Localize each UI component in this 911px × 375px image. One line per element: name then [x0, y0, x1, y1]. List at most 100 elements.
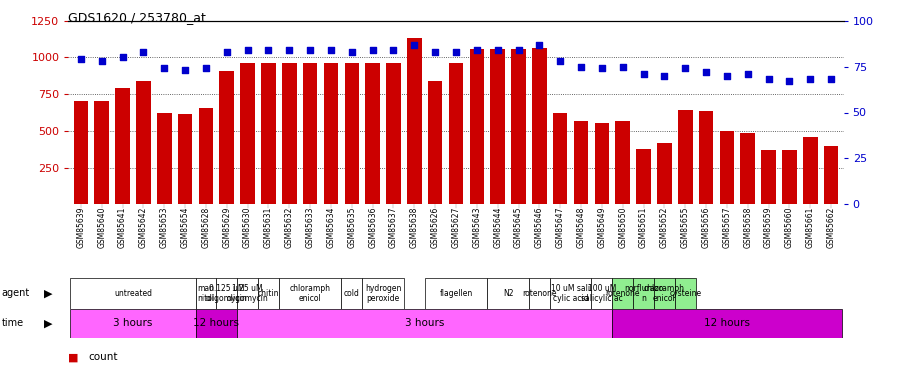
- Text: hydrogen
peroxide: hydrogen peroxide: [364, 284, 401, 303]
- Point: [323, 47, 338, 53]
- Point: [199, 65, 213, 71]
- Text: GSM85662: GSM85662: [825, 207, 834, 248]
- Bar: [385, 63, 400, 204]
- Bar: [279, 278, 341, 309]
- Point: [573, 63, 588, 70]
- Bar: [157, 113, 171, 204]
- Bar: [237, 278, 258, 309]
- Text: GSM85658: GSM85658: [742, 207, 752, 248]
- Bar: [490, 48, 505, 204]
- Text: GSM85629: GSM85629: [222, 207, 231, 248]
- Bar: [719, 131, 733, 204]
- Text: GSM85655: GSM85655: [680, 207, 689, 248]
- Text: GSM85640: GSM85640: [97, 207, 106, 248]
- Bar: [220, 70, 234, 204]
- Bar: [486, 278, 528, 309]
- Text: 12 hours: 12 hours: [703, 318, 749, 328]
- Text: GSM85632: GSM85632: [284, 207, 293, 248]
- Point: [385, 47, 400, 53]
- Bar: [216, 278, 237, 309]
- Bar: [528, 278, 549, 309]
- Text: untreated: untreated: [114, 289, 152, 298]
- Bar: [823, 146, 837, 204]
- Text: 3 hours: 3 hours: [404, 318, 444, 328]
- Text: flagellen: flagellen: [439, 289, 472, 298]
- Bar: [261, 63, 275, 204]
- Bar: [115, 88, 129, 204]
- Text: GSM85630: GSM85630: [243, 207, 251, 248]
- Text: 3 hours: 3 hours: [113, 318, 152, 328]
- Text: man
nitol: man nitol: [197, 284, 214, 303]
- Point: [823, 76, 837, 82]
- Text: cold: cold: [343, 289, 359, 298]
- Text: 100 uM
salicylic ac: 100 uM salicylic ac: [580, 284, 622, 303]
- Text: chloramph
enicol: chloramph enicol: [290, 284, 331, 303]
- Text: norflurazo
n: norflurazo n: [623, 284, 662, 303]
- Point: [782, 78, 796, 84]
- Bar: [698, 111, 712, 204]
- Bar: [362, 278, 404, 309]
- Point: [281, 47, 296, 53]
- Bar: [611, 278, 632, 309]
- Bar: [677, 110, 691, 204]
- Text: ▶: ▶: [45, 318, 53, 328]
- Text: GSM85637: GSM85637: [389, 207, 397, 248]
- Bar: [549, 278, 591, 309]
- Point: [636, 71, 650, 77]
- Point: [136, 49, 150, 55]
- Text: 0.125 uM
oligomycin: 0.125 uM oligomycin: [206, 284, 248, 303]
- Bar: [199, 108, 213, 204]
- Point: [302, 47, 317, 53]
- Bar: [341, 278, 362, 309]
- Text: GSM85628: GSM85628: [201, 207, 210, 248]
- Point: [95, 58, 109, 64]
- Text: GSM85649: GSM85649: [597, 207, 606, 248]
- Text: GSM85631: GSM85631: [263, 207, 272, 248]
- Text: GSM85647: GSM85647: [555, 207, 564, 248]
- Bar: [653, 278, 674, 309]
- Text: GSM85653: GSM85653: [159, 207, 169, 248]
- Text: GSM85627: GSM85627: [451, 207, 460, 248]
- Bar: [70, 278, 195, 309]
- Bar: [674, 278, 695, 309]
- Point: [490, 47, 505, 53]
- Bar: [740, 133, 754, 204]
- Bar: [406, 38, 421, 204]
- Text: N2: N2: [502, 289, 513, 298]
- Bar: [302, 63, 317, 204]
- Point: [531, 42, 546, 48]
- Point: [698, 69, 712, 75]
- Text: GSM85648: GSM85648: [576, 207, 585, 248]
- Text: GSM85656: GSM85656: [701, 207, 710, 248]
- Text: GSM85660: GSM85660: [784, 207, 793, 248]
- Bar: [469, 48, 484, 204]
- Bar: [761, 150, 775, 204]
- Point: [115, 54, 129, 60]
- Text: 10 uM sali
cylic acid: 10 uM sali cylic acid: [550, 284, 589, 303]
- Point: [511, 47, 526, 53]
- Bar: [611, 309, 841, 338]
- Point: [552, 58, 567, 64]
- Bar: [573, 121, 588, 204]
- Bar: [425, 278, 486, 309]
- Text: 12 hours: 12 hours: [193, 318, 239, 328]
- Point: [615, 63, 630, 70]
- Bar: [656, 143, 670, 204]
- Text: rotenone: rotenone: [521, 289, 556, 298]
- Text: chitin: chitin: [258, 289, 279, 298]
- Text: GSM85661: GSM85661: [805, 207, 814, 248]
- Bar: [782, 150, 796, 204]
- Bar: [258, 278, 279, 309]
- Text: GDS1620 / 253780_at: GDS1620 / 253780_at: [68, 11, 206, 24]
- Text: rotenone: rotenone: [605, 289, 640, 298]
- Bar: [594, 123, 609, 204]
- Text: time: time: [2, 318, 24, 328]
- Bar: [531, 48, 546, 204]
- Bar: [511, 48, 526, 204]
- Bar: [615, 121, 630, 204]
- Bar: [344, 63, 359, 204]
- Bar: [323, 63, 338, 204]
- Bar: [70, 309, 195, 338]
- Point: [344, 49, 359, 55]
- Point: [469, 47, 484, 53]
